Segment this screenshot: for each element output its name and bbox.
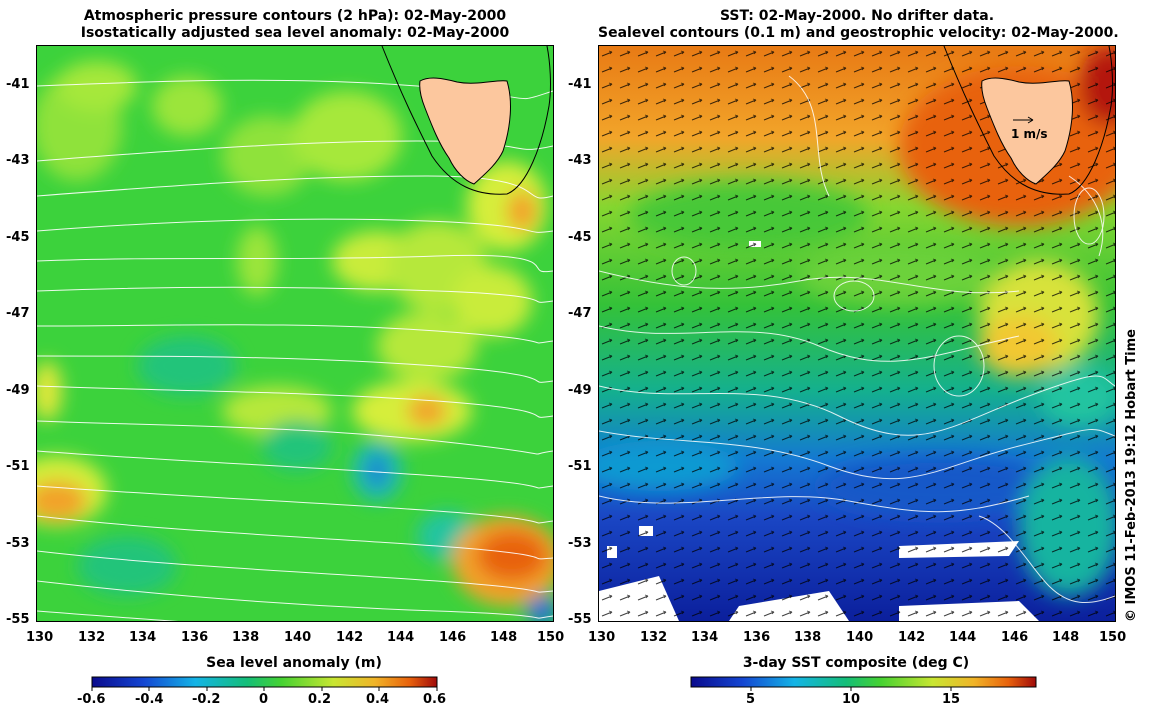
lat-tick: -41	[568, 77, 592, 92]
sla-cbar-tick: 0.6	[423, 692, 447, 707]
lat-tick: -51	[6, 459, 30, 474]
lat-tick: -47	[6, 306, 30, 321]
lat-tick: -55	[6, 612, 30, 627]
lat-tick: -43	[6, 153, 30, 168]
lon-tick: 142	[898, 630, 926, 645]
lat-tick: -49	[6, 383, 30, 398]
left-title-line2: Isostatically adjusted sea level anomaly…	[80, 25, 510, 41]
coastline-contour	[943, 46, 1113, 195]
lat-tick: -41	[6, 77, 30, 92]
sla-cbar-tick: -0.4	[135, 692, 164, 707]
sst-cbar-tick: 10	[842, 692, 861, 707]
lon-tick: 146	[439, 630, 467, 645]
coastline-contour	[381, 46, 551, 195]
lon-tick: 132	[640, 630, 668, 645]
sla-anomaly-field	[37, 61, 553, 621]
lon-tick: 150	[537, 630, 565, 645]
sst-cbar-tick: 5	[746, 692, 756, 707]
right-title-line1: SST: 02-May-2000. No drifter data.	[719, 8, 995, 24]
lon-tick: 148	[490, 630, 518, 645]
sst-map: 1 m/s	[599, 46, 1115, 621]
pressure-contours	[37, 79, 553, 621]
lon-tick: 140	[284, 630, 312, 645]
tasmania-landmass	[419, 77, 511, 185]
velocity-scale: 1 m/s	[1011, 116, 1048, 141]
lon-tick: 144	[949, 630, 977, 645]
lon-tick: 140	[846, 630, 874, 645]
lon-tick: 138	[794, 630, 822, 645]
lon-tick: 136	[743, 630, 771, 645]
lat-tick: -45	[568, 230, 592, 245]
sst-colorbar-title: 3-day SST composite (deg C)	[742, 655, 970, 671]
sla-cbar-tick: 0	[259, 692, 269, 707]
lon-tick: 136	[181, 630, 209, 645]
tasmania-landmass	[981, 77, 1073, 185]
right-title-line2: Sealevel contours (0.1 m) and geostrophi…	[598, 25, 1119, 41]
sst-map-panel[interactable]: 1 m/s	[598, 45, 1116, 622]
velocity-scale-label: 1 m/s	[1011, 127, 1048, 141]
sla-cbar-tick: 0.4	[366, 692, 390, 707]
sla-cbar-tick: 0.2	[308, 692, 332, 707]
lat-tick: -49	[568, 383, 592, 398]
sealevel-contours	[599, 75, 1115, 604]
left-title-line1: Atmospheric pressure contours (2 hPa): 0…	[83, 8, 507, 24]
lon-tick: 132	[78, 630, 106, 645]
sst-colorbar	[690, 676, 1037, 691]
sla-cbar-tick: -0.6	[77, 692, 106, 707]
sst-cbar-tick: 15	[942, 692, 961, 707]
lon-tick: 144	[387, 630, 415, 645]
sla-colorbar	[91, 676, 438, 691]
lon-tick: 134	[691, 630, 719, 645]
lat-tick: -53	[568, 536, 592, 551]
lon-tick: 146	[1001, 630, 1029, 645]
sla-colorbar-title: Sea level anomaly (m)	[206, 655, 382, 671]
sla-cbar-tick: -0.2	[192, 692, 221, 707]
lat-tick: -55	[568, 612, 592, 627]
lat-tick: -43	[568, 153, 592, 168]
sla-map-panel[interactable]	[36, 45, 554, 622]
sla-map	[37, 46, 553, 621]
imos-credit: © IMOS 11-Feb-2013 19:12 Hobart Time	[1124, 329, 1139, 622]
left-title: Atmospheric pressure contours (2 hPa): 0…	[36, 8, 554, 42]
lon-tick: 130	[26, 630, 54, 645]
lon-tick: 130	[588, 630, 616, 645]
lon-tick: 138	[232, 630, 260, 645]
lat-tick: -45	[6, 230, 30, 245]
lon-tick: 142	[336, 630, 364, 645]
lat-tick: -53	[6, 536, 30, 551]
lat-tick: -51	[568, 459, 592, 474]
right-title: SST: 02-May-2000. No drifter data. Seale…	[598, 8, 1119, 42]
lat-tick: -47	[568, 306, 592, 321]
lon-tick: 150	[1099, 630, 1127, 645]
lon-tick: 148	[1052, 630, 1080, 645]
lon-tick: 134	[129, 630, 157, 645]
